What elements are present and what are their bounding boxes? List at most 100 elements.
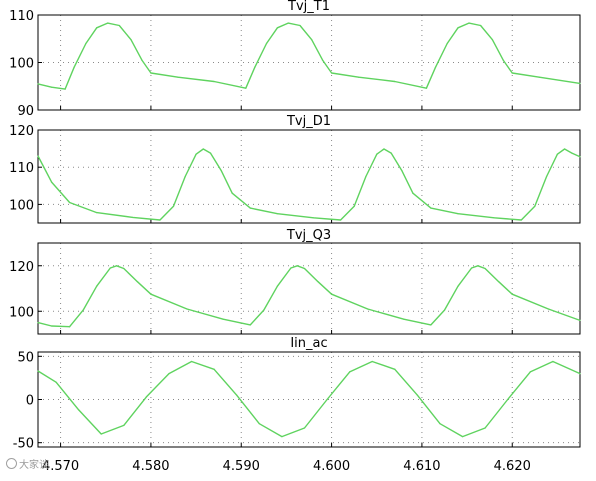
series-line [37,265,581,328]
data-point [547,308,549,310]
data-point [263,309,265,311]
data-point [177,76,179,78]
y-tick-label: 90 [17,104,34,119]
y-tick-label: 120 [9,124,34,139]
data-point [109,267,111,269]
data-point [123,267,125,270]
data-point [37,83,39,85]
data-point [579,372,581,375]
data-point [82,309,84,311]
y-tick-label: 110 [9,9,34,24]
x-tick-label: 4.580 [132,459,169,474]
data-point [100,433,102,435]
watermark-text: 大家谈 [19,460,49,471]
chart-title: Tvj_D1 [286,114,331,129]
data-point [303,427,306,429]
data-point [394,368,396,370]
data-point [538,76,540,78]
data-point [401,170,403,172]
data-point [457,213,459,215]
y-tick-label: 100 [9,57,34,72]
data-point [312,217,315,219]
data-point [376,153,378,155]
data-point [498,281,500,283]
data-point [296,265,298,267]
data-point [213,368,215,370]
data-point [430,324,432,326]
data-point [136,281,138,283]
panel-tvj-t1: Tvj_T1 90 100 110 [9,0,581,119]
data-point [159,219,161,221]
data-point [37,155,39,157]
data-point [236,394,238,396]
data-point [461,436,464,438]
data-point [265,42,268,45]
data-point [529,371,531,373]
data-point [141,59,143,61]
data-point [96,211,98,214]
data-point [340,219,342,221]
chart-title: Tvj_T1 [287,0,330,14]
panel-iin-ac: Iin_ac -50 0 50 [13,336,581,452]
panel-tvj-d1: Tvj_D1 100 110 120 [9,114,581,224]
data-point [353,205,355,207]
data-point [367,308,369,310]
y-tick-label: 110 [9,161,34,176]
data-point [115,265,118,267]
data-point [383,148,385,150]
data-point [468,22,470,24]
data-point [579,82,581,84]
data-point [425,87,428,89]
data-point [50,181,53,183]
data-point [287,22,289,24]
y-tick-label: 0 [26,394,34,409]
data-point [245,87,247,89]
data-point [132,216,134,219]
data-point [276,213,278,215]
data-point [145,396,147,398]
data-point [571,152,573,154]
data-point [416,394,418,396]
x-tick-label: 4.620 [494,459,531,474]
plot-frame [37,129,581,224]
data-point [394,80,396,83]
x-tick-label: 4.570 [42,459,79,474]
series-line [37,22,581,90]
data-point [317,281,319,283]
y-tick-label: 100 [9,198,34,213]
data-point [480,24,482,27]
x-tick-label: 4.600 [313,459,350,474]
data-point [502,59,504,61]
panel-tvj-q3: Tvj_Q3 100 120 [9,228,581,335]
data-point [349,371,351,373]
data-point [326,398,328,401]
data-point [520,219,522,221]
data-point [258,423,260,425]
data-point [564,148,566,150]
data-point [168,372,170,375]
data-point [123,424,125,427]
data-point [457,285,459,287]
data-point [222,318,224,320]
data-point [37,370,39,372]
data-point [276,27,278,29]
data-point [172,205,175,207]
data-point [511,72,513,74]
data-point [190,360,193,363]
data-point [330,72,333,74]
data-point [106,22,109,24]
data-point [511,293,513,295]
data-point [556,153,559,155]
data-point [443,309,446,311]
data-point [64,88,66,90]
data-point [69,201,71,204]
x-tick-label: 4.610 [403,459,440,474]
data-point [507,398,509,401]
watermark-logo-icon [6,458,17,469]
data-point [299,24,301,27]
data-point [50,86,53,88]
data-point [249,324,251,326]
data-point [249,207,251,209]
